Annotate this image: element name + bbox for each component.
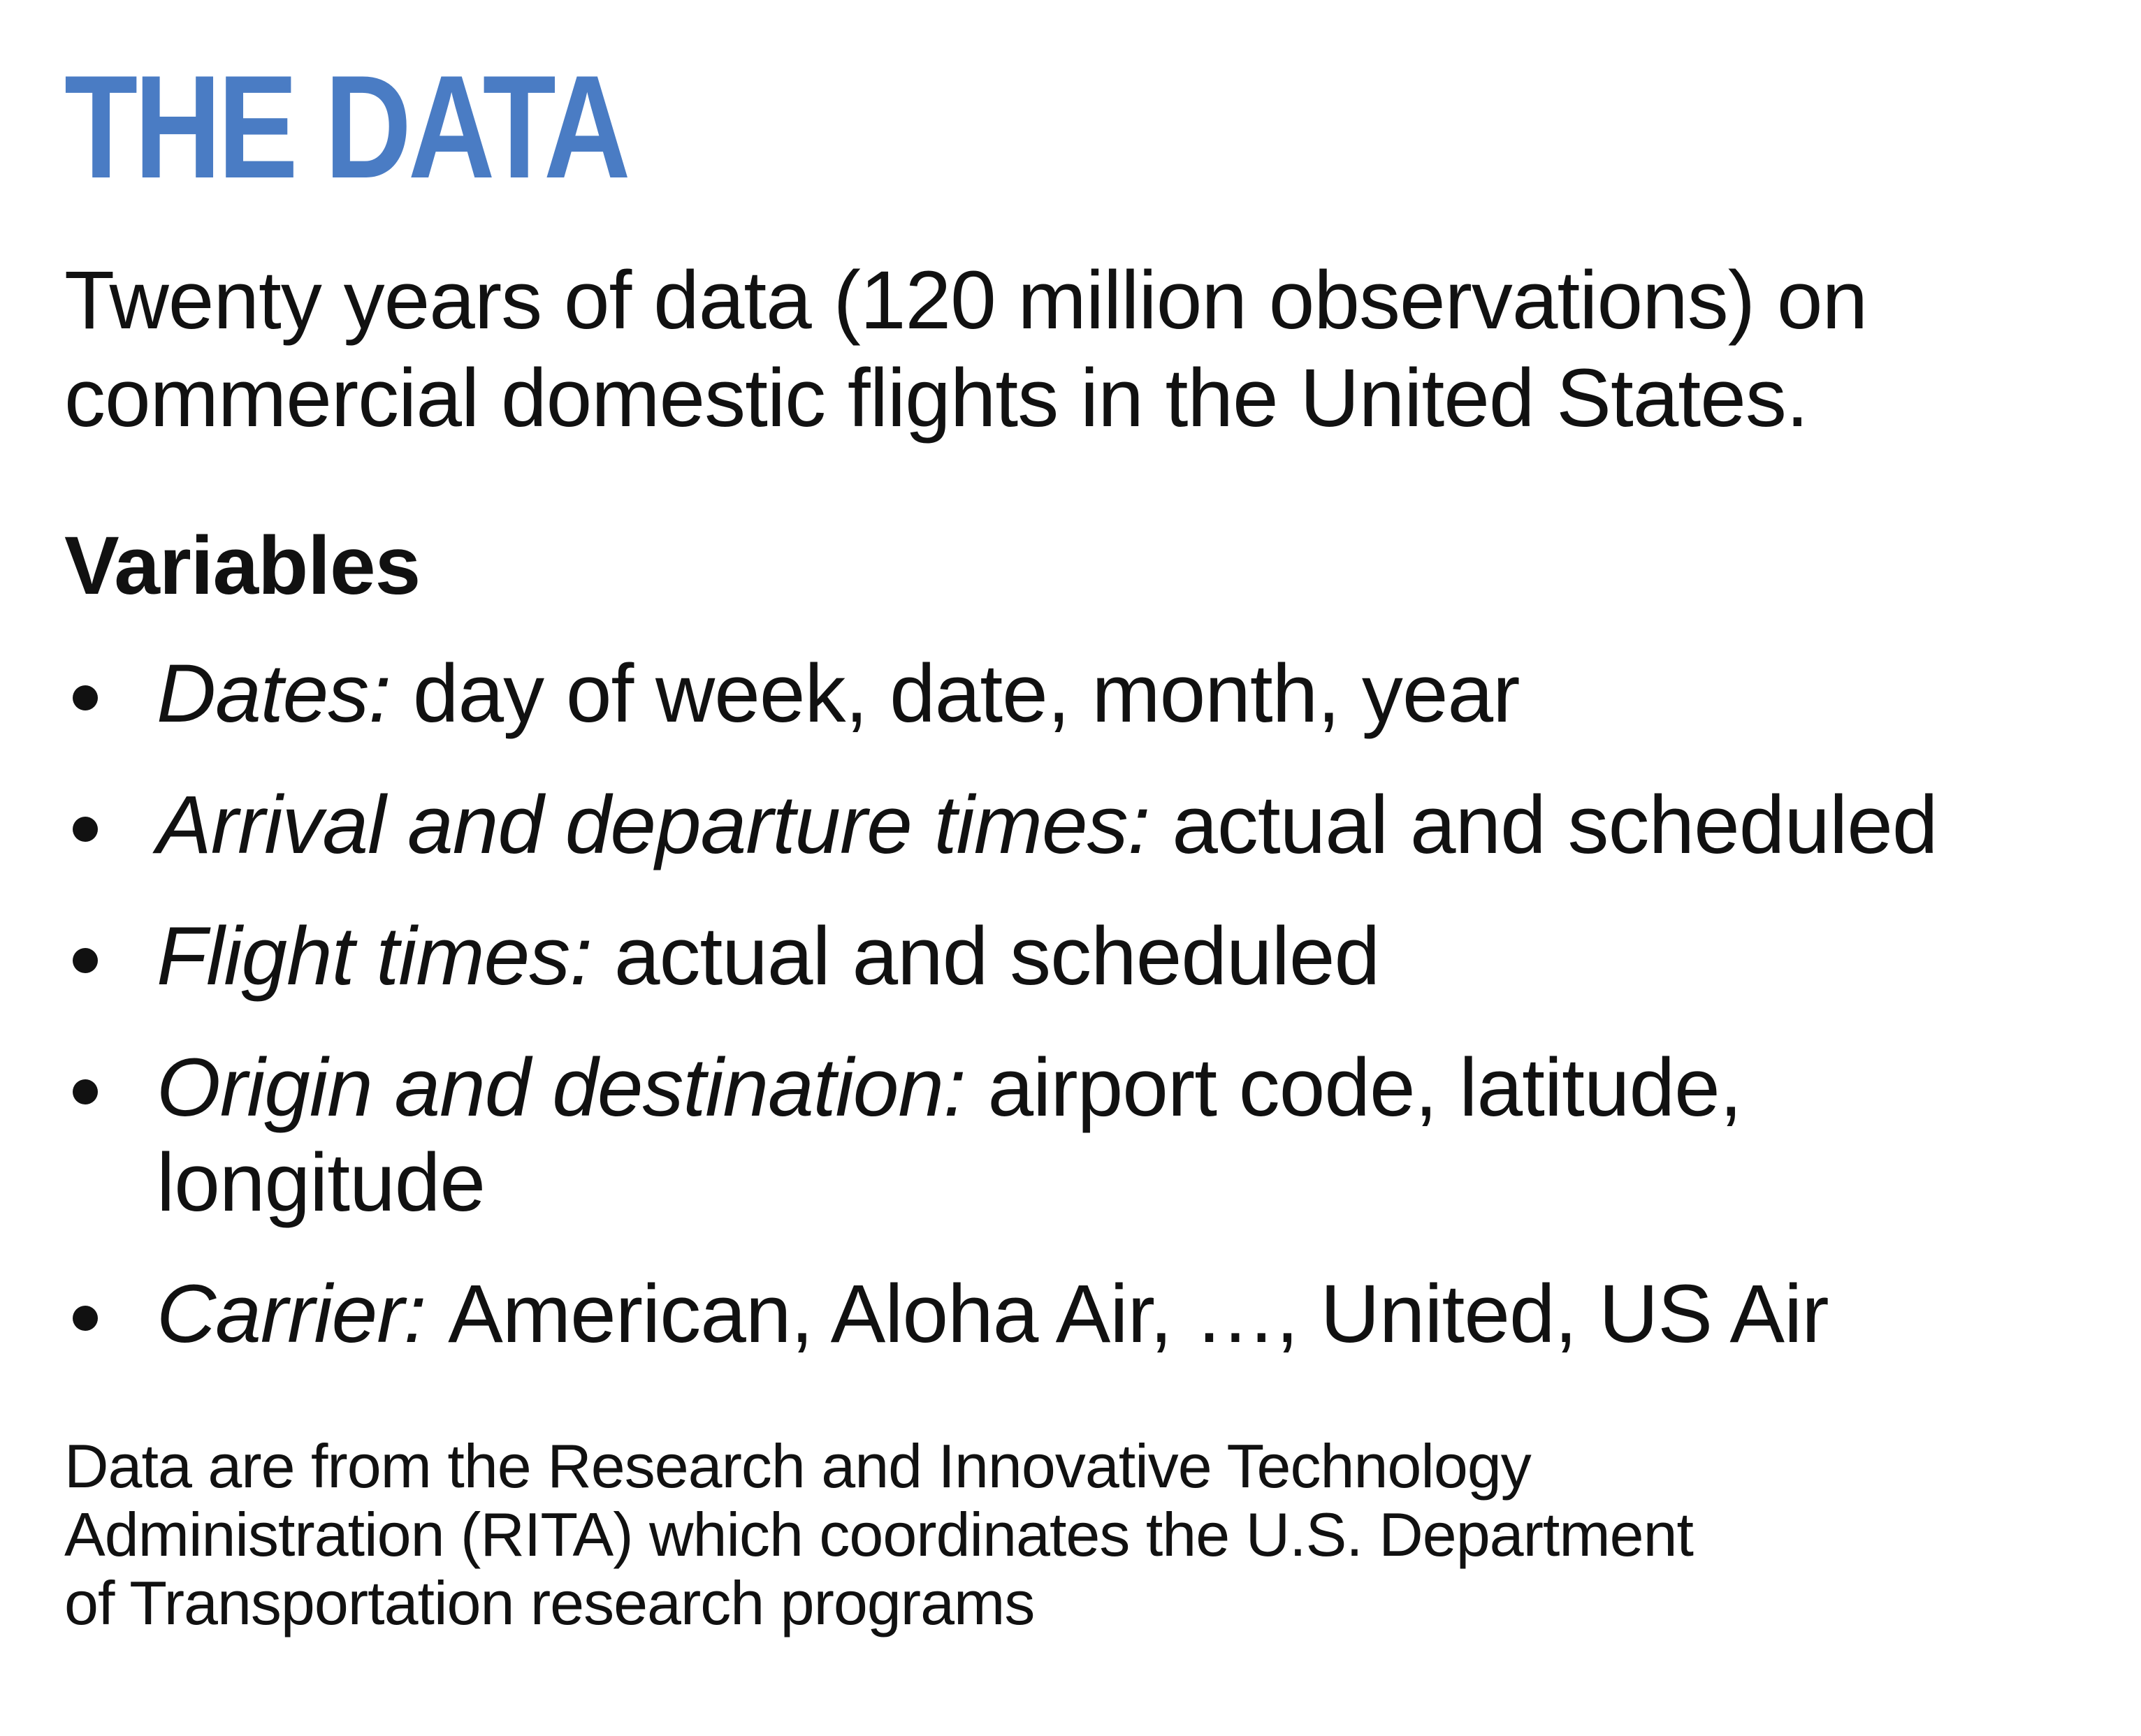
variable-item-arrival-departure-times: Arrival and departure times: actual and … (64, 778, 2126, 873)
variable-label: Flight times: (157, 910, 614, 1002)
source-footnote: Data are from the Research and Innovativ… (64, 1432, 2091, 1637)
variable-value-continued: longitude (157, 1137, 486, 1229)
variable-item-dates: Dates: day of week, date, month, year (64, 646, 2126, 741)
page-title: THE DATA (64, 45, 631, 209)
variable-value: airport code, latitude, (987, 1042, 1743, 1134)
variable-label: Origin and destination: (157, 1042, 988, 1134)
footnote-line: Administration (RITA) which coordinates … (64, 1500, 1694, 1569)
footnote-line: Data are from the Research and Innovativ… (64, 1431, 1532, 1501)
variable-label: Dates: (157, 648, 413, 740)
bullet-icon (73, 1306, 98, 1331)
variable-label: Arrival and departure times: (157, 779, 1173, 871)
bullet-icon (73, 1079, 98, 1104)
variable-item-origin-destination: Origin and destination: airport code, la… (64, 1040, 2126, 1230)
variables-list: Dates: day of week, date, month, year Ar… (64, 646, 2126, 1362)
variable-value: American, Aloha Air, …, United, US Air (448, 1268, 1829, 1360)
bullet-icon (73, 685, 98, 710)
bullet-icon (73, 948, 98, 973)
variable-label: Carrier: (157, 1268, 449, 1360)
intro-line: commercial domestic flights in the Unite… (64, 352, 1809, 444)
bullet-icon (73, 817, 98, 842)
variable-item-carrier: Carrier: American, Aloha Air, …, United,… (64, 1267, 2126, 1362)
variables-heading: Variables (64, 520, 421, 612)
variable-value: day of week, date, month, year (412, 648, 1521, 740)
variable-value: actual and scheduled (614, 910, 1380, 1002)
footnote-line: of Transportation research programs (64, 1568, 1035, 1637)
variable-item-flight-times: Flight times: actual and scheduled (64, 909, 2126, 1004)
intro-line: Twenty years of data (120 million observ… (64, 254, 1868, 347)
intro-paragraph: Twenty years of data (120 million observ… (64, 251, 2091, 447)
variable-value: actual and scheduled (1172, 779, 1938, 871)
